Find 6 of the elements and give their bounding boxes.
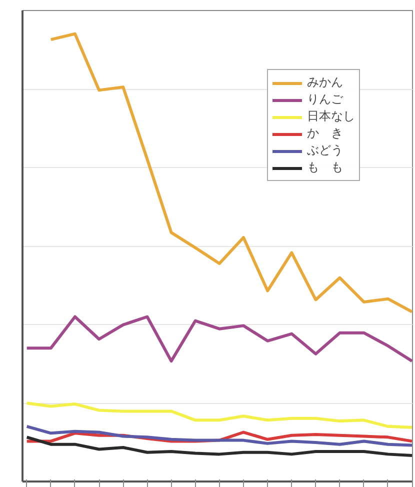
legend-label: も も <box>307 159 343 176</box>
legend-label: りんご <box>307 91 343 108</box>
legend-label: ぶどう <box>307 142 343 159</box>
legend-label: か き <box>307 125 343 142</box>
legend-label: みかん <box>307 74 343 91</box>
legend-label: 日本なし <box>307 108 355 125</box>
